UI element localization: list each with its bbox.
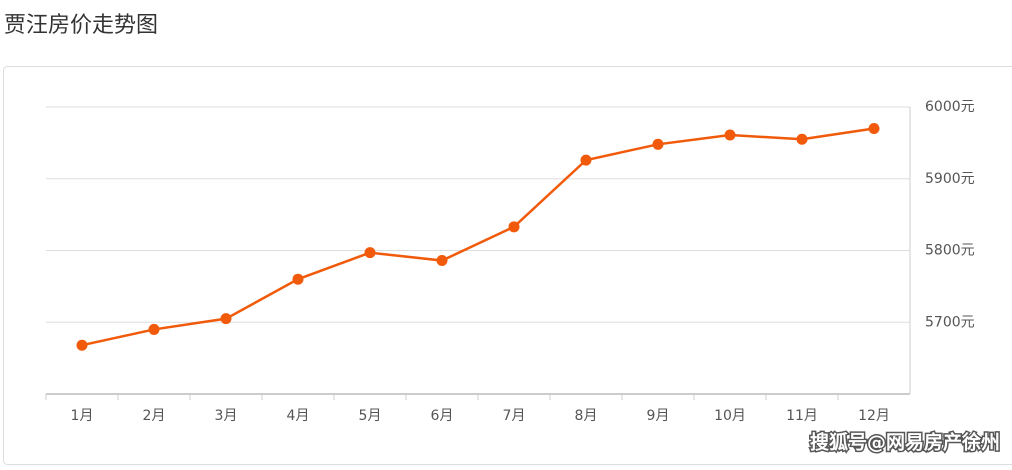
point	[77, 340, 88, 351]
point	[581, 155, 592, 166]
x-tick-label: 12月	[858, 408, 890, 424]
x-tick-label: 2月	[143, 408, 166, 424]
x-tick-label: 11月	[786, 408, 818, 424]
x-tick-label: 6月	[431, 408, 454, 424]
point	[725, 129, 736, 140]
watermark: 搜狐号@网易房产徐州	[810, 431, 1000, 454]
x-tick-label: 7月	[503, 408, 526, 424]
y-tick-label: 5900元	[925, 171, 975, 187]
chart-title: 贾汪房价走势图	[4, 13, 158, 38]
x-tick-label: 10月	[714, 408, 746, 424]
point	[869, 123, 880, 134]
y-tick-label: 6000元	[925, 99, 975, 115]
y-tick-label: 5700元	[925, 314, 975, 330]
y-tick-label: 5800元	[925, 243, 975, 259]
point	[653, 139, 664, 150]
point	[797, 134, 808, 145]
x-tick-label: 1月	[71, 408, 94, 424]
point	[293, 274, 304, 285]
x-tick-label: 5月	[359, 408, 382, 424]
x-tick-label: 8月	[575, 408, 598, 424]
point	[149, 324, 160, 335]
x-tick-label: 9月	[647, 408, 670, 424]
point	[437, 255, 448, 266]
point	[509, 221, 520, 232]
point	[221, 313, 232, 324]
point	[365, 247, 376, 258]
x-tick-label: 3月	[215, 408, 238, 424]
x-tick-label: 4月	[287, 408, 310, 424]
card	[4, 67, 1012, 465]
